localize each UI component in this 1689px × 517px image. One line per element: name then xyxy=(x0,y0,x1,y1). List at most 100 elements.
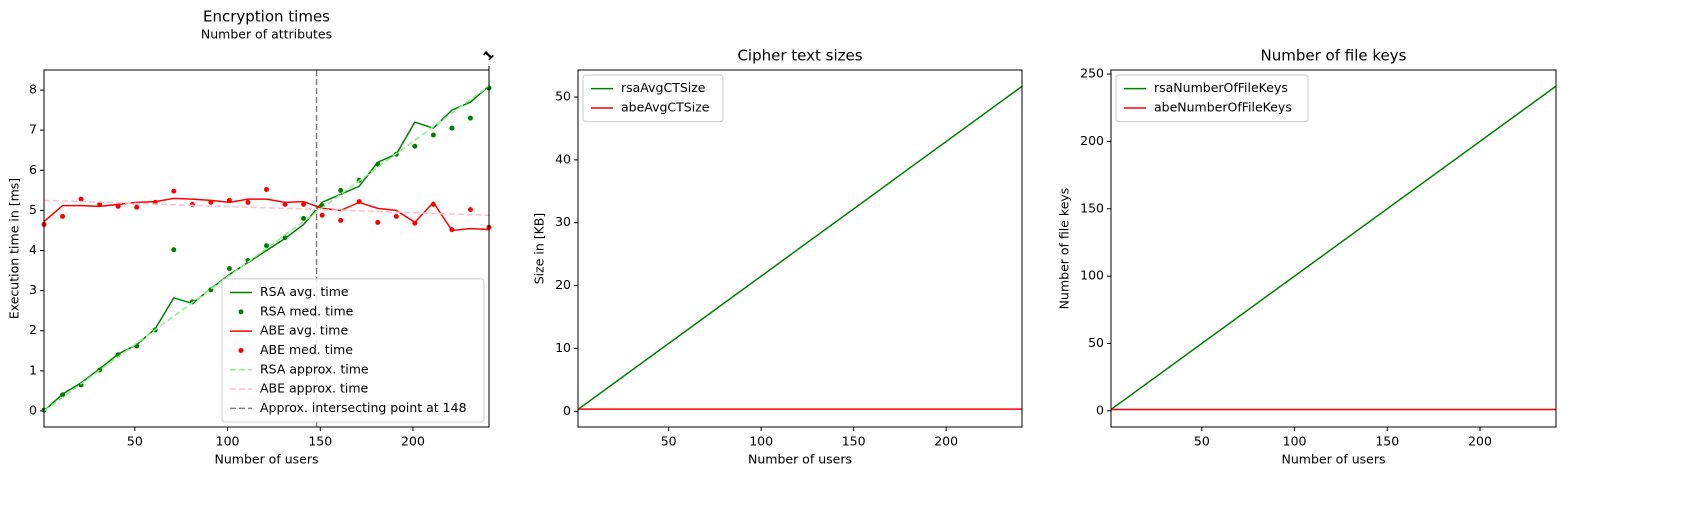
data-point xyxy=(78,196,84,202)
legend-label: rsaAvgCTSize xyxy=(621,80,706,95)
data-point xyxy=(338,217,344,223)
data-point xyxy=(430,201,436,207)
y-tick-label: 20 xyxy=(555,277,571,292)
x-tick-label: 50 xyxy=(127,434,143,449)
legend-label: abeNumberOfFileKeys xyxy=(1154,99,1292,114)
x-axis-label: Number of users xyxy=(215,452,319,467)
y-tick-label: 1 xyxy=(29,362,37,377)
data-point xyxy=(301,201,307,207)
legend-label: abeAvgCTSize xyxy=(621,99,710,114)
series-line xyxy=(1110,85,1557,411)
x-tick-label: 200 xyxy=(934,434,958,449)
y-tick-label: 30 xyxy=(555,214,571,229)
x-tick-label: 50 xyxy=(1194,434,1210,449)
y-tick-label: 0 xyxy=(563,403,571,418)
x-tick-label: 150 xyxy=(1375,434,1399,449)
data-point xyxy=(134,204,140,210)
data-point xyxy=(189,201,195,207)
x-tick-label: 100 xyxy=(1283,434,1307,449)
legend-box xyxy=(1115,74,1309,123)
legend-label: rsaNumberOfFileKeys xyxy=(1154,80,1288,95)
data-point xyxy=(60,392,66,398)
series-line xyxy=(43,85,490,412)
x-tick-label: 100 xyxy=(216,434,240,449)
data-point xyxy=(264,187,269,193)
legend-label: ABE med. time xyxy=(260,342,353,357)
x-tick-label: 200 xyxy=(401,434,425,449)
data-point xyxy=(226,197,232,203)
y-tick-label: 50 xyxy=(1088,335,1104,350)
y-tick-label: 3 xyxy=(29,282,37,297)
y-tick-label: 10 xyxy=(555,340,571,355)
data-point xyxy=(264,243,269,249)
chart-subtitle: Number of attributes xyxy=(201,27,332,42)
data-point xyxy=(449,227,455,233)
legend-label: RSA med. time xyxy=(260,303,354,318)
data-point xyxy=(338,187,344,193)
x2-tick-label: 1 xyxy=(480,47,497,64)
x-tick-label: 50 xyxy=(661,434,677,449)
y-tick-label: 200 xyxy=(1080,133,1104,148)
y-tick-label: 0 xyxy=(29,402,37,417)
data-point xyxy=(375,219,381,225)
y-axis-label: Size in [KB] xyxy=(532,213,547,285)
x-axis-label: Number of users xyxy=(748,452,852,467)
series-line xyxy=(577,85,1023,411)
y-tick-label: 5 xyxy=(29,202,37,217)
x-tick-label: 100 xyxy=(749,434,773,449)
x-axis-label: Number of users xyxy=(1282,452,1386,467)
legend-label: RSA avg. time xyxy=(260,284,349,299)
data-point xyxy=(412,143,418,149)
data-point xyxy=(393,213,399,219)
y-tick-label: 250 xyxy=(1080,66,1104,81)
data-point xyxy=(171,247,177,253)
legend-marker xyxy=(238,309,244,315)
legend-label: RSA approx. time xyxy=(260,361,369,376)
data-point xyxy=(115,203,121,209)
data-point xyxy=(245,199,251,205)
chart-title: Encryption times xyxy=(203,8,330,26)
y-axis-label: Execution time in [ms] xyxy=(7,178,22,319)
y-tick-label: 6 xyxy=(29,162,37,177)
y-tick-label: 2 xyxy=(29,322,37,337)
data-point xyxy=(430,132,436,138)
data-point xyxy=(97,201,103,207)
data-point xyxy=(412,220,418,226)
plot-frame xyxy=(43,69,490,428)
plot-frame xyxy=(577,69,1023,428)
legend-label: Approx. intersecting point at 148 xyxy=(260,400,467,415)
data-point xyxy=(301,215,307,221)
data-point xyxy=(467,115,473,121)
legend-label: ABE approx. time xyxy=(260,381,369,396)
y-tick-label: 0 xyxy=(1096,402,1104,417)
legend-box xyxy=(582,74,724,123)
data-point xyxy=(467,207,473,213)
y-axis-label: Number of file keys xyxy=(1057,188,1072,310)
series-line xyxy=(43,199,490,216)
data-point xyxy=(226,266,232,272)
y-tick-label: 8 xyxy=(29,82,37,97)
y-tick-label: 40 xyxy=(555,151,571,166)
y-tick-label: 150 xyxy=(1080,200,1104,215)
x-tick-label: 150 xyxy=(842,434,866,449)
data-point xyxy=(60,213,66,219)
legend-box xyxy=(221,278,485,423)
data-point xyxy=(171,188,177,194)
data-point xyxy=(319,212,325,218)
y-tick-label: 4 xyxy=(29,242,37,257)
legend-label: ABE avg. time xyxy=(260,323,348,338)
plot-frame xyxy=(1110,69,1557,428)
data-point xyxy=(208,199,214,205)
x-tick-label: 150 xyxy=(308,434,332,449)
chart-title: Number of file keys xyxy=(1261,47,1407,65)
data-point xyxy=(356,199,362,205)
x-tick-label: 200 xyxy=(1468,434,1492,449)
y-tick-label: 50 xyxy=(555,89,571,104)
y-tick-label: 7 xyxy=(29,122,37,137)
chart-title: Cipher text sizes xyxy=(737,47,862,65)
data-point xyxy=(282,201,288,207)
y-tick-label: 100 xyxy=(1080,268,1104,283)
legend-marker xyxy=(238,347,244,353)
data-point xyxy=(282,235,288,241)
